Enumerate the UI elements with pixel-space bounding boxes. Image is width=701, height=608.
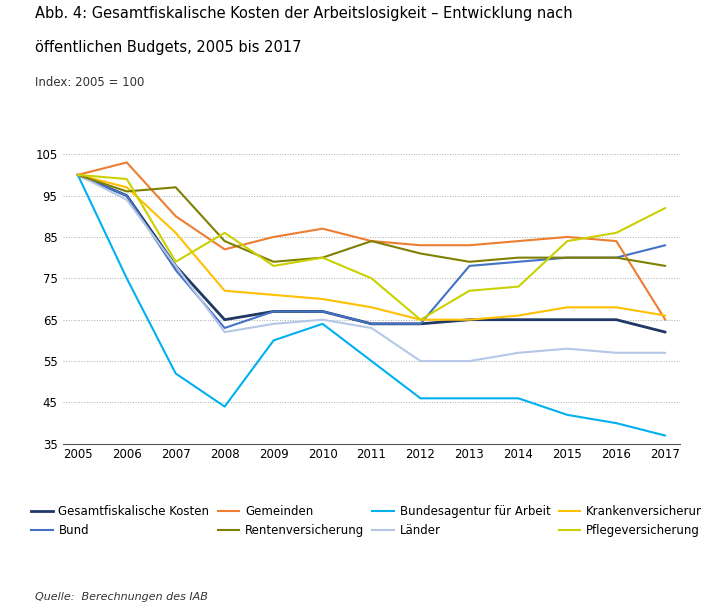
Legend: Gesamtfiskalische Kosten, Bund, Gemeinden, Rentenversicherung, Bundesagentur für: Gesamtfiskalische Kosten, Bund, Gemeinde… [27, 500, 701, 542]
Text: Index: 2005 = 100: Index: 2005 = 100 [35, 76, 144, 89]
Text: öffentlichen Budgets, 2005 bis 2017: öffentlichen Budgets, 2005 bis 2017 [35, 40, 301, 55]
Text: Quelle:  Berechnungen des IAB: Quelle: Berechnungen des IAB [35, 592, 208, 602]
Text: Abb. 4: Gesamtfiskalische Kosten der Arbeitslosigkeit – Entwicklung nach: Abb. 4: Gesamtfiskalische Kosten der Arb… [35, 6, 573, 21]
